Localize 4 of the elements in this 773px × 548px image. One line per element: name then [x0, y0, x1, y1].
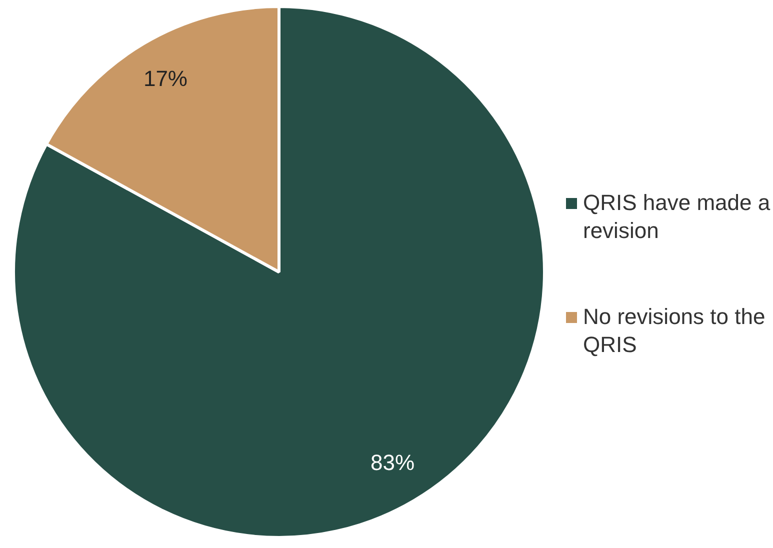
legend-label: QRIS have made a revision [583, 189, 771, 245]
data-label: 17% [143, 66, 188, 92]
data-label: 83% [370, 450, 415, 476]
legend-label: No revisions to the QRIS [583, 303, 766, 359]
